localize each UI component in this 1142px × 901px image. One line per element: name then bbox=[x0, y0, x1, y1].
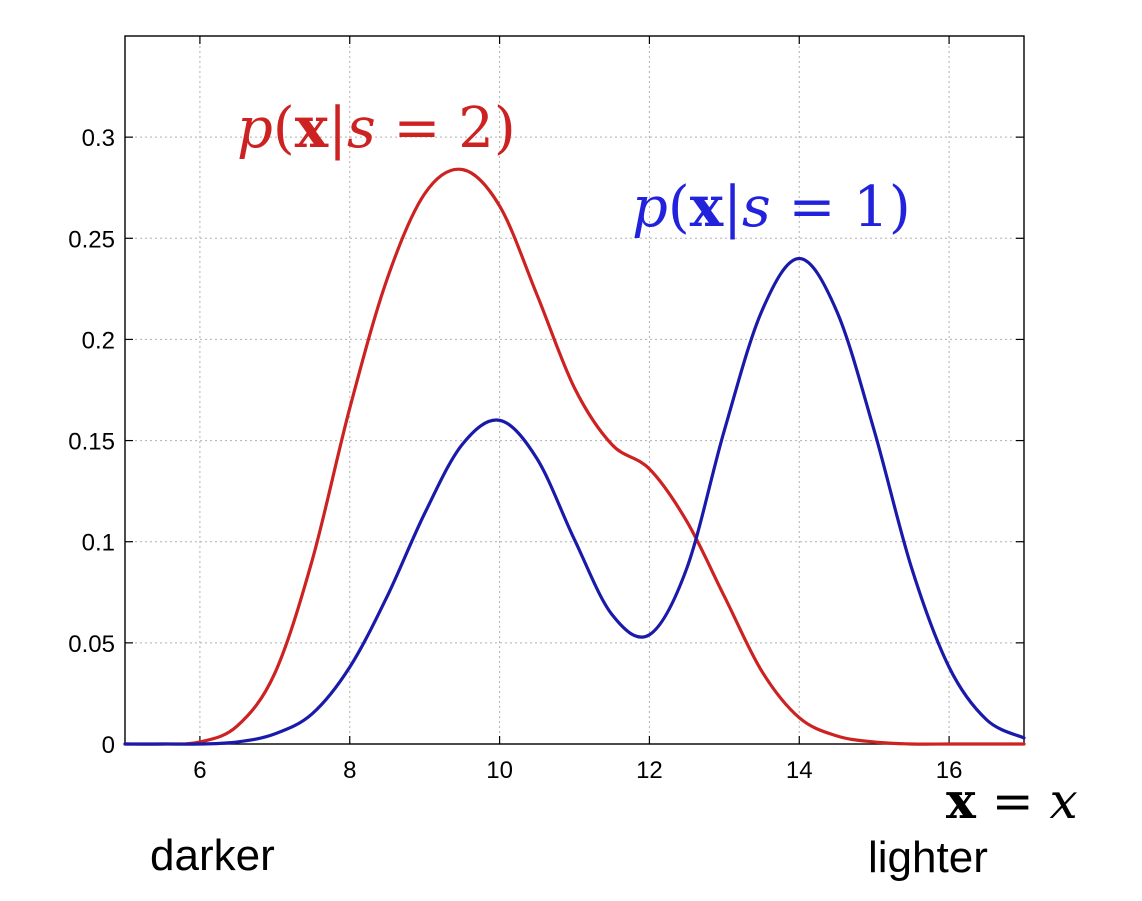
x-tick-label: 8 bbox=[343, 757, 356, 784]
series-line-s1 bbox=[125, 259, 1024, 745]
y-tick-label: 0.2 bbox=[82, 327, 115, 354]
y-tick-label: 0 bbox=[102, 732, 115, 759]
series-line-s2 bbox=[125, 169, 1024, 744]
lighter-annotation: lighter bbox=[868, 833, 988, 882]
y-tick-label: 0.1 bbox=[82, 530, 115, 557]
y-tick-label: 0.3 bbox=[82, 125, 115, 152]
x-tick-label: 6 bbox=[193, 757, 206, 784]
y-tick-label: 0.25 bbox=[68, 226, 115, 253]
y-tick-label: 0.15 bbox=[68, 429, 115, 456]
series-label-s1: p(x|s = 1) bbox=[632, 174, 911, 240]
darker-annotation: darker bbox=[150, 831, 275, 880]
x-tick-label: 10 bbox=[486, 757, 513, 784]
series-lines bbox=[125, 169, 1024, 744]
x-tick-label: 12 bbox=[636, 757, 663, 784]
series-label-s2: p(x|s = 2) bbox=[237, 95, 516, 161]
y-tick-label: 0.05 bbox=[68, 631, 115, 658]
x-axis-label: x = x bbox=[946, 771, 1078, 830]
x-tick-label: 14 bbox=[786, 757, 813, 784]
